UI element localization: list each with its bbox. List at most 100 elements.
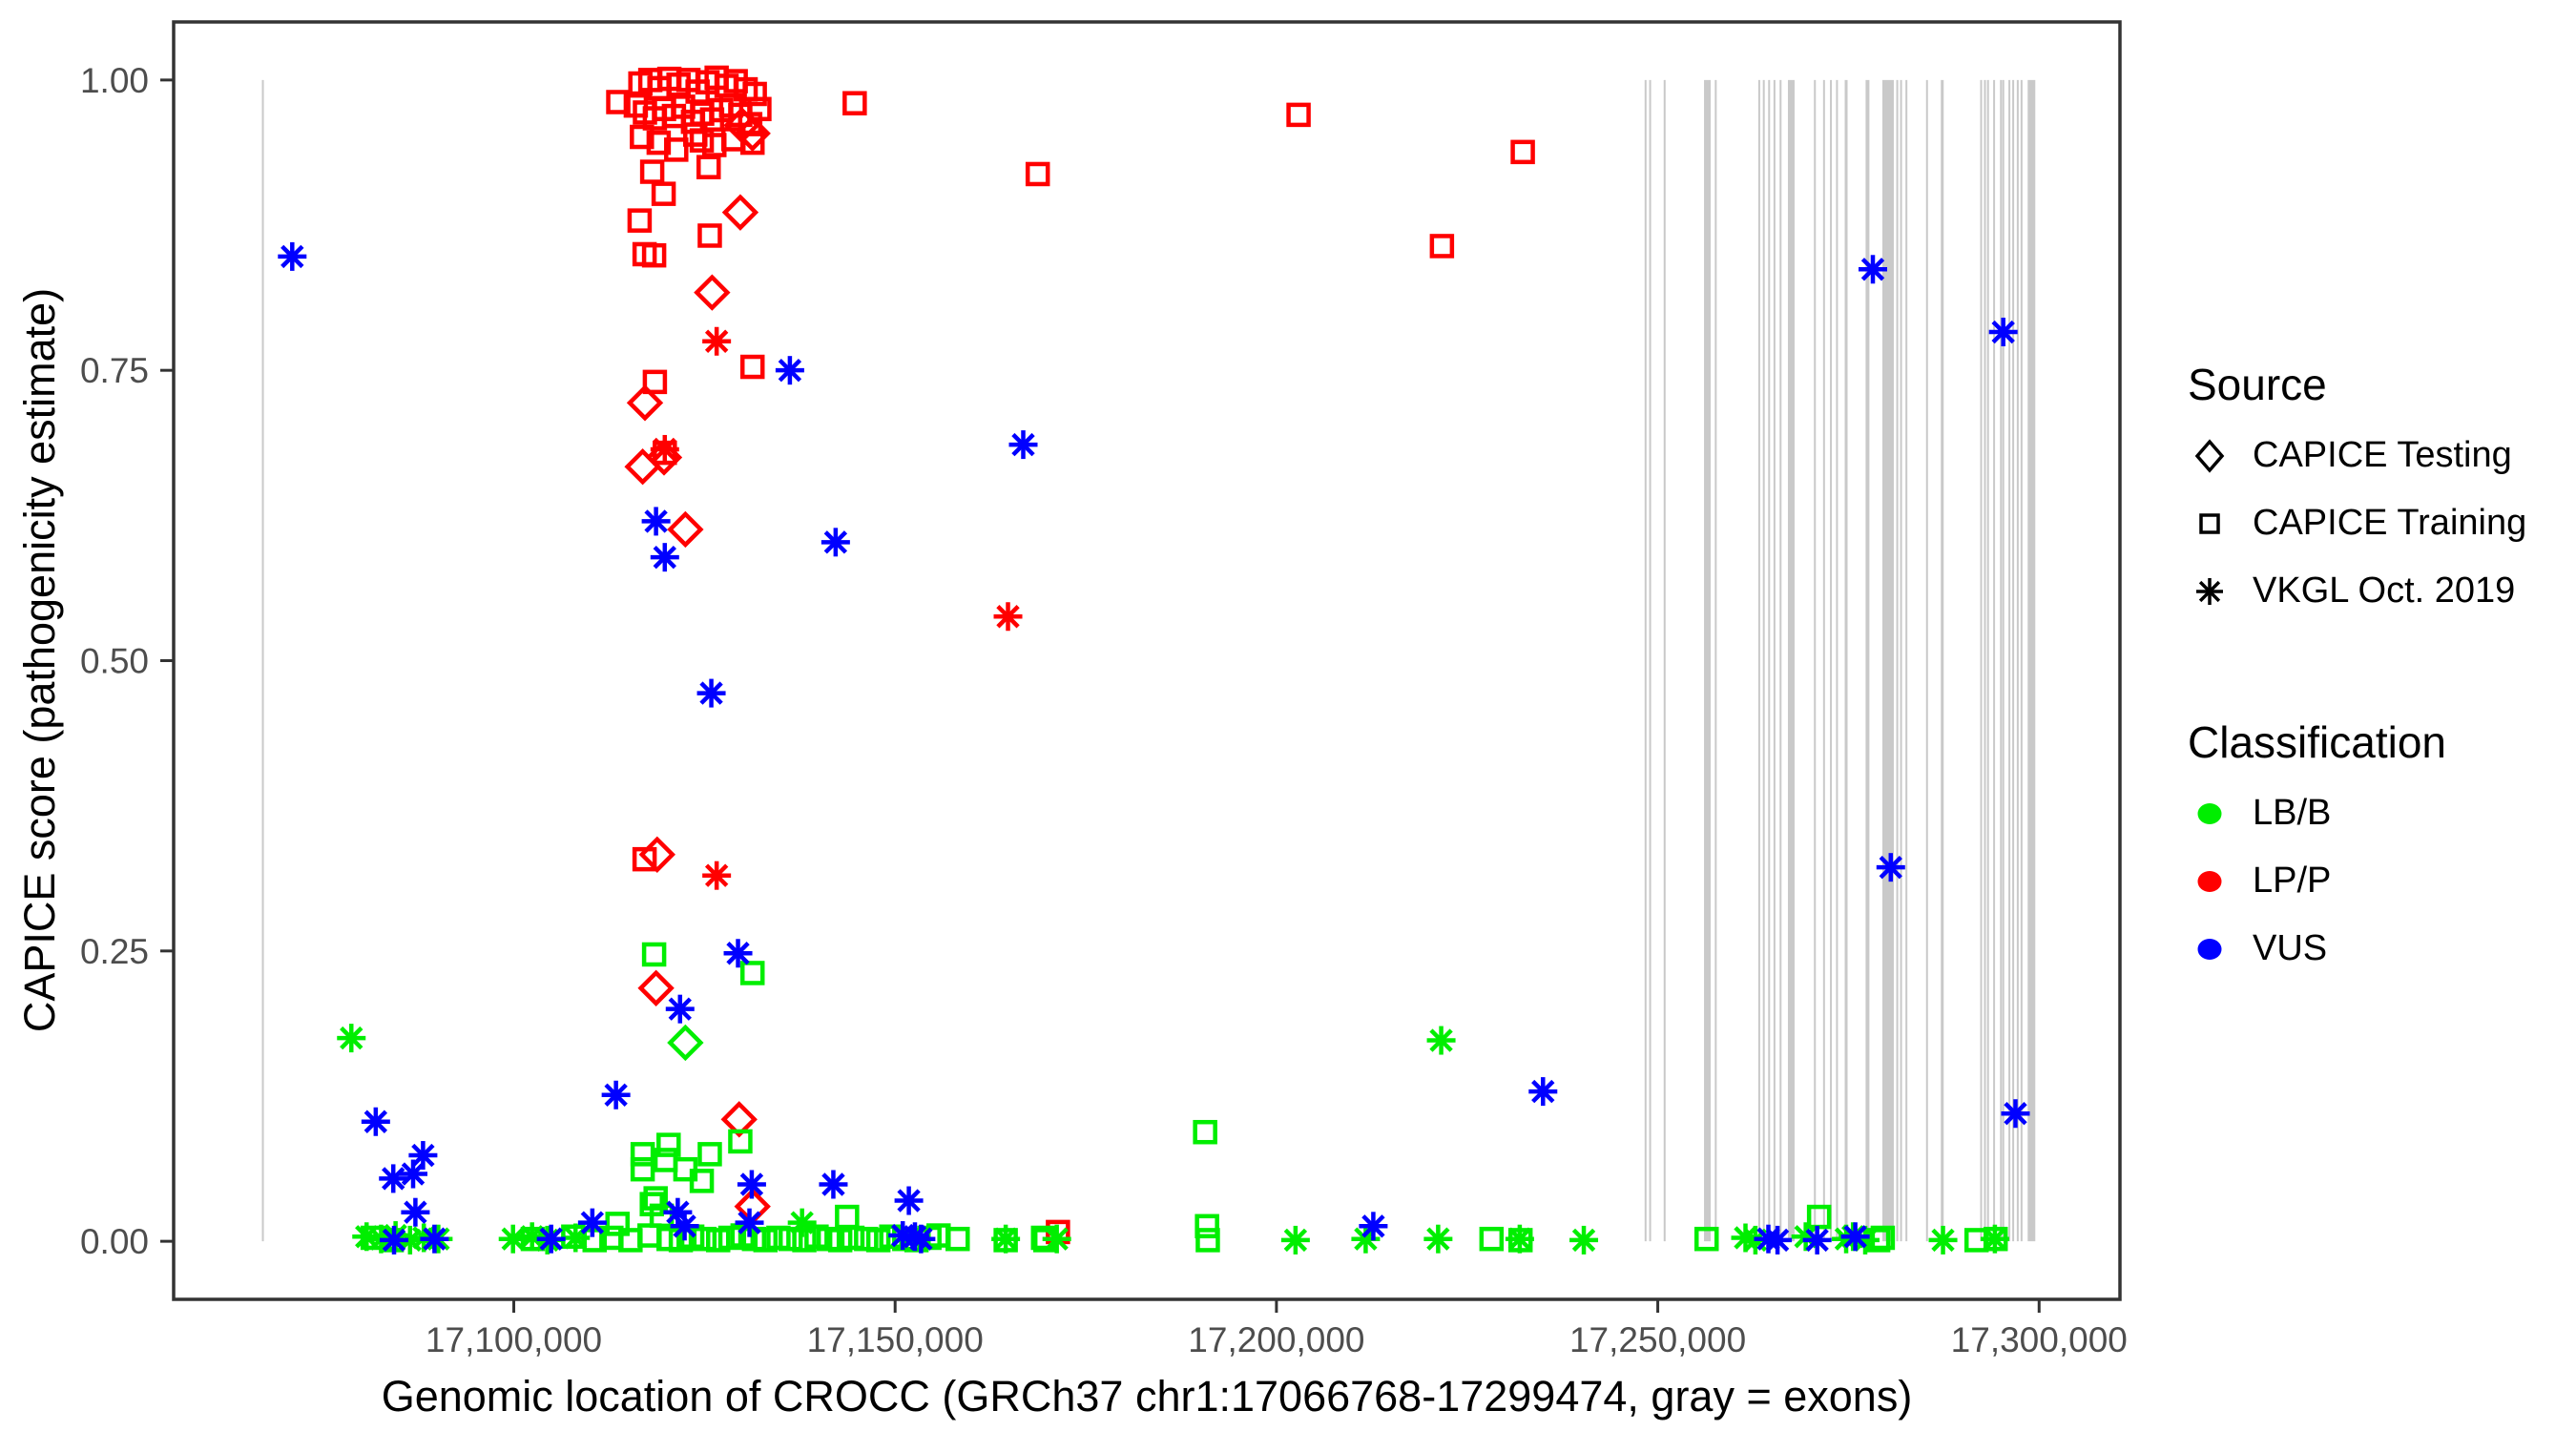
data-point — [643, 1186, 668, 1211]
data-point — [605, 1212, 630, 1236]
data-point — [909, 1227, 933, 1251]
data-point — [580, 1211, 605, 1234]
data-point — [280, 244, 304, 269]
diamond-icon — [2194, 438, 2225, 473]
data-point — [653, 545, 676, 570]
data-point — [739, 961, 765, 985]
legend-item-lp-p: LP/P — [2188, 847, 2569, 915]
legend-item-label: VUS — [2253, 928, 2328, 968]
data-point — [1283, 1228, 1308, 1253]
data-point — [835, 1204, 860, 1230]
data-point — [644, 509, 668, 533]
square-icon — [2199, 512, 2220, 534]
data-point — [641, 242, 667, 268]
data-point — [706, 1228, 731, 1253]
data-point — [778, 358, 802, 383]
data-point — [697, 1142, 722, 1167]
data-point — [651, 181, 676, 206]
data-point — [1693, 1226, 1719, 1252]
legend-source-title: Source — [2188, 360, 2327, 409]
data-point — [632, 846, 657, 872]
data-point — [627, 208, 653, 233]
y-tick-label: 0.50 — [80, 642, 149, 681]
data-point — [637, 969, 675, 1006]
data-point — [423, 1227, 447, 1251]
data-point — [641, 942, 667, 967]
data-point — [1931, 1228, 1955, 1253]
data-point — [1531, 1079, 1555, 1104]
data-point — [673, 1214, 696, 1238]
data-point — [1991, 320, 2015, 344]
data-point — [1429, 234, 1455, 259]
data-point — [823, 530, 848, 554]
data-point — [653, 437, 676, 462]
data-point — [742, 81, 767, 107]
data-point — [656, 1132, 681, 1157]
data-point — [1025, 161, 1050, 187]
data-point — [1765, 1228, 1790, 1253]
data-point — [1983, 1227, 2007, 1251]
data-point — [1507, 1227, 1532, 1251]
legend-item-label: CAPICE Testing — [2253, 435, 2512, 475]
data-point — [1794, 1225, 1818, 1249]
data-point — [666, 1200, 690, 1224]
data-point — [1361, 1214, 1385, 1238]
data-point — [626, 384, 664, 422]
data-point — [827, 1228, 853, 1253]
data-point — [606, 90, 631, 114]
legend-item-label: CAPICE Training — [2253, 503, 2527, 543]
data-point — [1011, 432, 1035, 457]
legend-item-asterisk: VKGL Oct. 2019 — [2188, 557, 2569, 625]
data-point — [996, 605, 1020, 629]
data-point — [739, 1172, 764, 1196]
x-tick-label: 17,300,000 — [1951, 1320, 2128, 1359]
legend-source-items: CAPICE Testing CAPICE Training VKGL Oct. 2… — [2188, 422, 2569, 625]
y-axis-title: CAPICE score (pathogenicity estimate) — [15, 287, 64, 1033]
data-point — [1429, 1028, 1453, 1052]
data-point — [865, 1228, 891, 1253]
data-point — [778, 1226, 803, 1252]
x-axis-title: Genomic location of CROCC (GRCh37 chr1:1… — [381, 1372, 1913, 1421]
data-point — [1045, 1227, 1069, 1251]
data-point — [739, 354, 765, 380]
legend-item-lb-b: LB/B — [2188, 779, 2569, 847]
legend: Source CAPICE Testing CAPICE Training VKGL… — [2188, 359, 2569, 983]
data-point — [364, 1110, 388, 1133]
legend-item-vus: VUS — [2188, 915, 2569, 983]
data-point — [582, 1228, 608, 1253]
data-point — [704, 329, 729, 353]
y-tick-label: 0.25 — [80, 932, 149, 971]
data-point — [704, 863, 729, 887]
data-point — [747, 96, 772, 122]
classification-dot-icon — [2197, 938, 2222, 960]
x-tick-label: 17,200,000 — [1188, 1320, 1364, 1359]
data-point — [1734, 1226, 1757, 1250]
classification-dot-icon — [2197, 802, 2222, 824]
data-point — [842, 91, 867, 115]
data-point — [646, 130, 672, 156]
data-point — [1426, 1227, 1450, 1251]
data-point — [604, 1083, 628, 1107]
data-point — [897, 1189, 921, 1213]
data-point — [840, 1225, 865, 1251]
data-point — [1286, 102, 1311, 128]
data-point — [2004, 1102, 2027, 1126]
data-point — [993, 1227, 1018, 1251]
panel-border — [172, 20, 2122, 1301]
data-point — [1195, 1213, 1219, 1239]
data-point — [664, 137, 689, 162]
asterisk-icon — [2196, 577, 2223, 605]
data-point — [1860, 258, 1885, 281]
y-tick-label: 0.00 — [80, 1222, 149, 1261]
legend-item-square: CAPICE Training — [2188, 489, 2569, 557]
data-point — [630, 1156, 655, 1182]
data-point — [697, 223, 722, 248]
data-point — [1870, 1225, 1896, 1251]
data-point — [790, 1211, 814, 1234]
data-point — [668, 997, 692, 1021]
data-point — [720, 1101, 758, 1138]
data-point — [692, 1226, 717, 1252]
data-point — [404, 1200, 427, 1224]
data-point — [739, 130, 765, 156]
data-point — [721, 194, 759, 231]
